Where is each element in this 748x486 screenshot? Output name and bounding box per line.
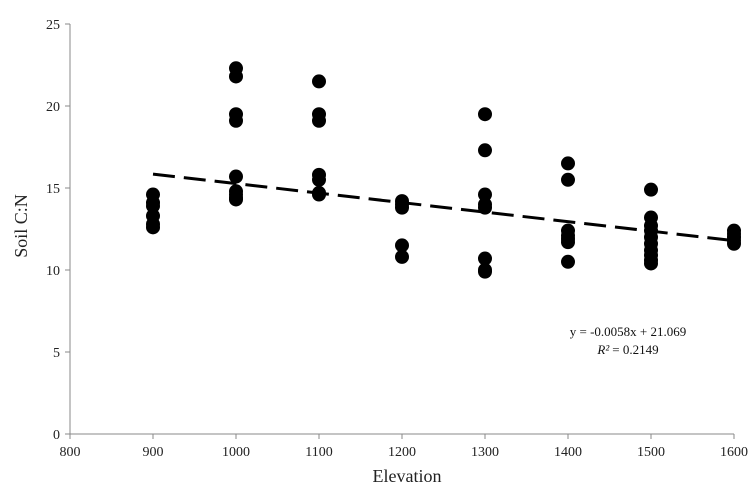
x-axis-title: Elevation [373, 466, 442, 486]
data-point [561, 156, 575, 171]
y-tick-label: 20 [46, 100, 60, 115]
trendline-equation: y = -0.0058x + 21.069 [570, 324, 687, 339]
y-axis-ticks: 0 5 10 15 20 25 [46, 18, 70, 443]
y-tick-label: 5 [53, 346, 60, 361]
data-point [644, 256, 658, 271]
data-point [312, 172, 326, 187]
x-tick-label: 1100 [305, 445, 332, 460]
x-tick-label: 1300 [471, 445, 499, 460]
data-point [478, 251, 492, 266]
x-tick-label: 800 [60, 445, 81, 460]
y-tick-label: 15 [46, 182, 60, 197]
data-point [146, 199, 160, 214]
data-points [146, 61, 741, 279]
data-point [561, 254, 575, 269]
x-tick-label: 1600 [720, 445, 748, 460]
trendline [152, 172, 735, 243]
data-point [478, 143, 492, 158]
x-tick-label: 900 [143, 445, 164, 460]
data-point [644, 182, 658, 197]
r-squared-annotation: R² = 0.2149 [596, 342, 658, 357]
data-point [478, 264, 492, 279]
data-point [478, 187, 492, 202]
data-point [478, 107, 492, 122]
data-point [561, 235, 575, 250]
data-point [561, 172, 575, 187]
data-point [312, 113, 326, 128]
data-point [229, 169, 243, 184]
data-point [229, 69, 243, 84]
y-tick-label: 10 [46, 264, 60, 279]
r-squared-value: = 0.2149 [612, 342, 658, 357]
x-tick-label: 1400 [554, 445, 582, 460]
data-point [229, 192, 243, 207]
x-axis-ticks: 800 900 1000 1100 1200 1300 1400 1500 1600 [60, 434, 748, 460]
data-point [229, 113, 243, 128]
r-squared-label: R² [596, 342, 610, 357]
data-point [146, 220, 160, 235]
y-tick-label: 0 [53, 428, 60, 443]
x-tick-label: 1000 [222, 445, 250, 460]
x-tick-label: 1200 [388, 445, 416, 460]
x-tick-label: 1500 [637, 445, 665, 460]
data-point [312, 74, 326, 89]
y-tick-label: 25 [46, 18, 60, 33]
data-point [395, 238, 409, 253]
data-point [395, 249, 409, 264]
data-point [727, 236, 741, 251]
y-axis-title: Soil C:N [11, 194, 31, 258]
